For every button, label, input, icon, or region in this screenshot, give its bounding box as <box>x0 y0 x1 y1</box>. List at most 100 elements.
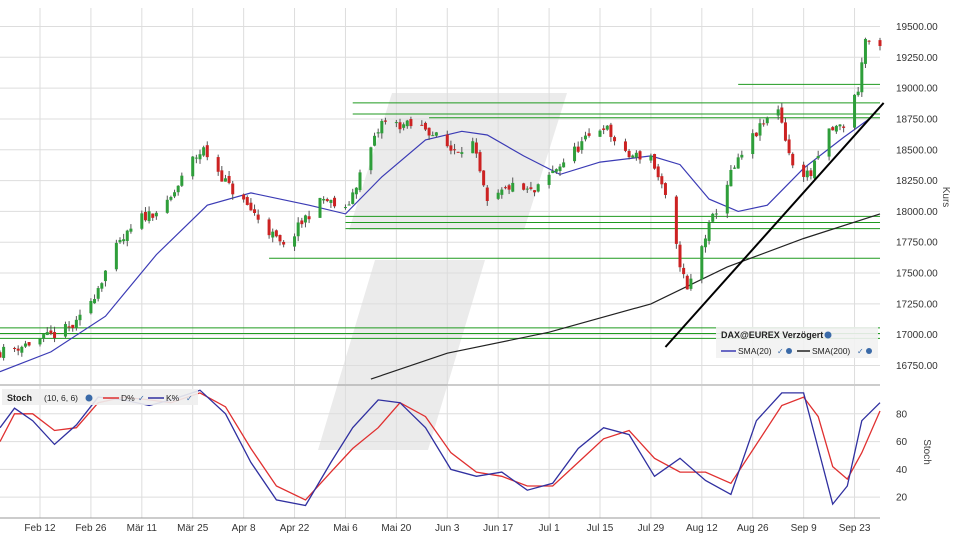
candle-body <box>805 170 809 178</box>
candle-body <box>714 213 718 215</box>
candle-body <box>322 199 326 201</box>
candle-body <box>678 244 682 268</box>
candle-body <box>307 216 311 220</box>
candle-body <box>202 147 206 156</box>
stoch-title: Stoch <box>7 393 32 403</box>
candle-body <box>434 132 438 136</box>
candle-body <box>740 154 744 158</box>
info-icon[interactable] <box>824 331 832 339</box>
price-tick-label: 17250.00 <box>896 299 938 310</box>
candle-body <box>638 151 642 160</box>
checkmark-icon[interactable]: ✓ <box>138 394 145 403</box>
stoch-axis-label: Stoch <box>921 439 932 465</box>
candle-body <box>860 62 864 93</box>
candle-body <box>456 151 460 153</box>
candle-body <box>267 219 271 236</box>
candle-body <box>49 330 53 334</box>
candle-body <box>16 348 20 351</box>
candle-body <box>67 326 71 328</box>
date-tick-label: Sep 9 <box>791 523 818 534</box>
candle-body <box>474 142 478 154</box>
candle-body <box>118 239 122 243</box>
candle-body <box>631 155 635 158</box>
watermark-logo <box>318 93 567 450</box>
candle-body <box>231 183 235 195</box>
price-tick-label: 17500.00 <box>896 269 938 280</box>
date-tick-label: Aug 12 <box>686 523 718 534</box>
settings-icon[interactable] <box>866 348 872 354</box>
candle-body <box>194 157 198 159</box>
candle-body <box>838 124 842 127</box>
candle-body <box>63 324 67 337</box>
candle-body <box>420 124 424 126</box>
candle-body <box>402 124 406 128</box>
candle-body <box>114 242 118 270</box>
candle-body <box>536 184 540 192</box>
candle-body <box>471 141 475 154</box>
price-tick-label: 19500.00 <box>896 22 938 33</box>
candle-body <box>482 170 486 186</box>
candle-body <box>649 155 653 161</box>
candle-body <box>634 152 638 158</box>
watermark-shape <box>318 260 485 450</box>
candle-body <box>587 133 591 136</box>
price-axis-label: Kurs <box>940 187 951 208</box>
date-tick-label: Sep 23 <box>839 523 871 534</box>
candle-body <box>278 234 282 242</box>
candle-body <box>343 207 347 209</box>
candle-body <box>271 231 275 238</box>
candle-body <box>685 275 689 290</box>
candle-body <box>500 189 504 195</box>
date-axis-ticks: Feb 12 Feb 26 Mär 11 Mär 25 Apr 8 Apr 22 Mai 6… <box>24 523 870 534</box>
checkmark-icon[interactable]: ✓ <box>857 347 864 356</box>
candle-body <box>373 135 377 146</box>
price-tick-label: 17000.00 <box>896 330 938 341</box>
settings-icon[interactable] <box>786 348 792 354</box>
candle-body <box>329 199 333 203</box>
candle-body <box>496 192 500 199</box>
date-tick-label: Mär 25 <box>177 523 209 534</box>
candle-body <box>405 120 409 127</box>
candle-body <box>93 299 97 304</box>
candle-body <box>449 145 453 151</box>
trendline-path <box>664 102 885 348</box>
candle-body <box>180 175 184 186</box>
candle-body <box>663 183 667 195</box>
candle-body <box>711 213 715 222</box>
candle-body <box>533 190 537 193</box>
candle-body <box>245 197 249 205</box>
candle-body <box>525 188 529 190</box>
price-tick-label: 18500.00 <box>896 145 938 156</box>
candle-body <box>318 197 322 218</box>
candle-body <box>867 40 871 42</box>
candle-body <box>809 170 813 177</box>
candle-body <box>580 141 584 151</box>
price-tick-label: 19250.00 <box>896 53 938 64</box>
candle-body <box>198 154 202 160</box>
sma200-path <box>370 213 881 380</box>
candle-body <box>776 109 780 116</box>
candle-body <box>791 153 795 166</box>
info-icon[interactable] <box>85 394 93 402</box>
checkmark-icon[interactable]: ✓ <box>777 347 784 356</box>
candle-body <box>354 187 358 195</box>
candle-body <box>129 228 133 232</box>
candle-body <box>176 185 180 193</box>
candle-body <box>733 167 737 169</box>
stoch-tick-label: 60 <box>896 437 908 448</box>
date-tick-label: Apr 8 <box>232 523 256 534</box>
trendline <box>664 102 885 348</box>
candle-body <box>725 184 729 214</box>
candle-body <box>13 347 17 349</box>
candle-body <box>151 213 155 218</box>
candle-body <box>736 157 740 169</box>
candle-body <box>787 139 791 154</box>
candle-body <box>511 182 515 192</box>
legend-k-label: K% <box>166 393 180 403</box>
sma20-path <box>0 118 870 373</box>
checkmark-icon[interactable]: ✓ <box>186 394 193 403</box>
candle-body <box>863 38 867 64</box>
candle-body <box>303 215 307 223</box>
price-tick-label: 18000.00 <box>896 207 938 218</box>
date-tick-label: Jun 3 <box>435 523 460 534</box>
